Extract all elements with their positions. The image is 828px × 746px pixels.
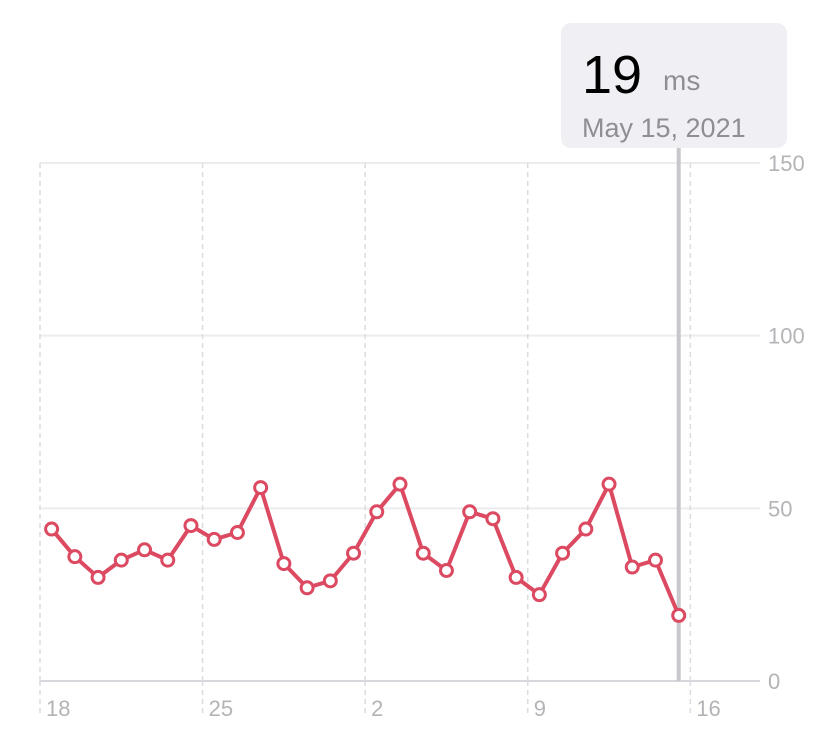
data-point	[206, 531, 222, 547]
data-point	[647, 552, 663, 568]
x-tick-label: 18	[46, 696, 70, 721]
plot	[44, 148, 687, 681]
data-point	[44, 521, 60, 537]
data-point	[369, 504, 385, 520]
data-point	[346, 545, 362, 561]
data-point	[229, 525, 245, 541]
data-point	[601, 476, 617, 492]
y-tick-label: 50	[768, 496, 792, 521]
data-point	[113, 552, 129, 568]
data-point	[90, 569, 106, 585]
data-point	[671, 607, 687, 623]
data-point	[485, 511, 501, 527]
series-line	[50, 482, 681, 617]
data-point	[160, 552, 176, 568]
x-tick-label: 16	[696, 696, 720, 721]
x-tick-label: 9	[534, 696, 546, 721]
y-tick-label: 0	[768, 669, 780, 694]
grid: 0 50 100 150 18 25 2 9 16	[39, 151, 805, 721]
data-point	[322, 573, 338, 589]
tooltip-box	[561, 23, 787, 148]
data-point	[555, 545, 571, 561]
data-point	[415, 545, 431, 561]
data-point	[624, 559, 640, 575]
data-point	[276, 556, 292, 572]
data-point	[137, 542, 153, 558]
y-tick-label: 100	[768, 324, 805, 349]
data-point	[299, 580, 315, 596]
tooltip-unit: ms	[663, 65, 700, 96]
data-point	[531, 587, 547, 603]
tooltip-value: 19	[582, 45, 642, 105]
data-point	[508, 569, 524, 585]
data-point	[253, 480, 269, 496]
data-point	[183, 518, 199, 534]
data-point	[578, 521, 594, 537]
x-tick-label: 25	[209, 696, 233, 721]
data-point	[67, 549, 83, 565]
y-tick-label: 150	[768, 151, 805, 176]
x-tick-label: 2	[371, 696, 383, 721]
tooltip-date: May 15, 2021	[582, 113, 746, 143]
data-point	[462, 504, 478, 520]
data-point	[438, 562, 454, 578]
data-point	[392, 476, 408, 492]
